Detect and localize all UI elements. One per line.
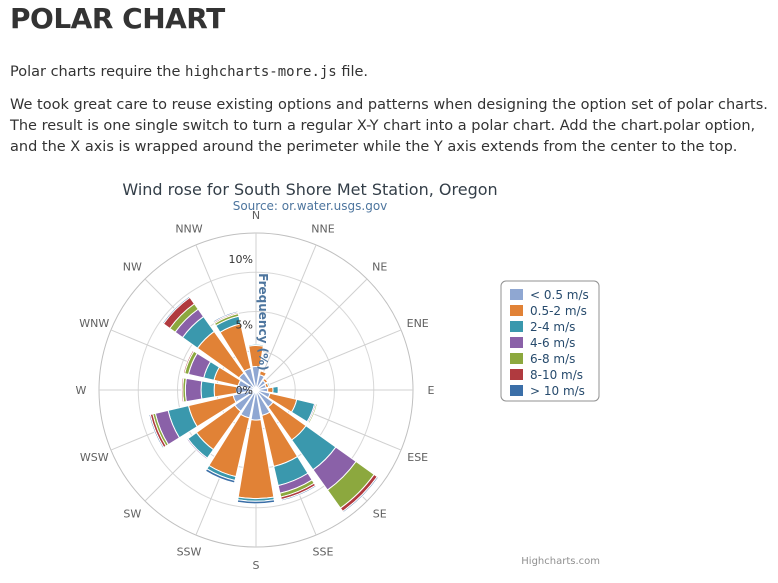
category-label: NE bbox=[372, 260, 387, 273]
legend-item[interactable]: 4-6 m/s bbox=[530, 336, 575, 350]
bar-segment[interactable] bbox=[180, 377, 185, 403]
legend-item[interactable]: > 10 m/s bbox=[530, 384, 585, 398]
y-tick-label: 0% bbox=[236, 384, 253, 397]
y-tick-label: 5% bbox=[236, 319, 253, 332]
bar-segment[interactable] bbox=[267, 386, 274, 394]
grid-spoke bbox=[255, 244, 317, 391]
y-tick-label: 10% bbox=[229, 253, 253, 266]
category-label: SE bbox=[373, 508, 387, 521]
bar-segment[interactable] bbox=[186, 437, 209, 460]
legend-item[interactable]: 0.5-2 m/s bbox=[530, 304, 587, 318]
intro-paragraph: Polar charts require the highcharts-more… bbox=[10, 62, 772, 83]
bar-segment[interactable] bbox=[236, 499, 276, 505]
chart-title: Wind rose for South Shore Met Station, O… bbox=[122, 180, 497, 199]
category-label: NW bbox=[123, 260, 142, 273]
category-label: ENE bbox=[407, 317, 429, 330]
legend-item[interactable]: 2-4 m/s bbox=[530, 320, 575, 334]
bar-segment[interactable] bbox=[247, 343, 265, 347]
bar-segment[interactable] bbox=[342, 476, 380, 514]
category-label: SSE bbox=[313, 546, 334, 559]
bar-segment[interactable] bbox=[307, 403, 318, 424]
legend-swatch[interactable] bbox=[510, 337, 523, 348]
category-label: W bbox=[76, 384, 87, 397]
bar-segment[interactable] bbox=[161, 295, 191, 325]
page-title: POLAR CHART bbox=[10, 2, 225, 35]
bar-segment[interactable] bbox=[262, 377, 269, 384]
bar-segment[interactable] bbox=[182, 349, 195, 375]
legend-swatch[interactable] bbox=[510, 353, 523, 364]
category-label: SW bbox=[123, 508, 141, 521]
bar-segment[interactable] bbox=[184, 377, 203, 403]
bar-segment[interactable] bbox=[200, 380, 216, 400]
category-label: NNW bbox=[175, 222, 202, 235]
category-label: WSW bbox=[80, 451, 109, 464]
legend-swatch[interactable] bbox=[510, 321, 523, 332]
category-label: SSW bbox=[177, 546, 202, 559]
legend-item[interactable]: 6-8 m/s bbox=[530, 352, 575, 366]
bar-segment[interactable] bbox=[212, 310, 239, 323]
legend-swatch[interactable] bbox=[510, 305, 523, 316]
category-label: NNE bbox=[311, 222, 334, 235]
wind-rose-chart: Wind rose for South Shore Met Station, O… bbox=[76, 180, 600, 572]
y-axis-title: Frequency (%) bbox=[256, 273, 270, 370]
description-paragraph: We took great care to reuse existing opt… bbox=[10, 97, 768, 155]
credits-link[interactable]: Highcharts.com bbox=[521, 556, 600, 567]
grid-spoke bbox=[255, 329, 402, 391]
bar-segment[interactable] bbox=[266, 381, 271, 388]
category-labels: N NNE NE ENE E ESE SE SSE S SSW SW WSW W WNW NW NNW bbox=[76, 209, 435, 572]
bar-segment[interactable] bbox=[272, 385, 279, 395]
bar-segment[interactable] bbox=[280, 484, 317, 502]
category-label: N bbox=[252, 209, 260, 222]
bar-segment[interactable] bbox=[148, 413, 165, 449]
bar-segment[interactable] bbox=[258, 370, 268, 378]
legend-swatch[interactable] bbox=[510, 289, 523, 300]
legend-swatch[interactable] bbox=[510, 369, 523, 380]
legend-item[interactable]: 8-10 m/s bbox=[530, 368, 583, 382]
legend-swatch[interactable] bbox=[510, 385, 523, 396]
intro-text-after: file. bbox=[336, 64, 369, 80]
legend-item[interactable]: < 0.5 m/s bbox=[530, 288, 589, 302]
chart-container: Wind rose for South Shore Met Station, O… bbox=[0, 168, 778, 579]
category-label: ESE bbox=[407, 451, 428, 464]
bar-stacks bbox=[148, 295, 380, 514]
legend[interactable]: < 0.5 m/s 0.5-2 m/s 2-4 m/s 4-6 m/s 6-8 m/s 8… bbox=[500, 280, 600, 402]
category-label: WNW bbox=[79, 317, 109, 330]
grid-spoke bbox=[255, 278, 368, 391]
intro-text-before: Polar charts require the bbox=[10, 64, 186, 80]
bar-segment[interactable] bbox=[204, 468, 236, 484]
legend-box bbox=[500, 280, 600, 402]
category-label: S bbox=[253, 559, 260, 572]
y-axis-labels: 0% 5% 10% bbox=[229, 253, 253, 397]
intro-code: highcharts-more.js bbox=[185, 64, 337, 80]
chart-subtitle: Source: or.water.usgs.gov bbox=[233, 199, 388, 213]
category-label: E bbox=[428, 384, 435, 397]
